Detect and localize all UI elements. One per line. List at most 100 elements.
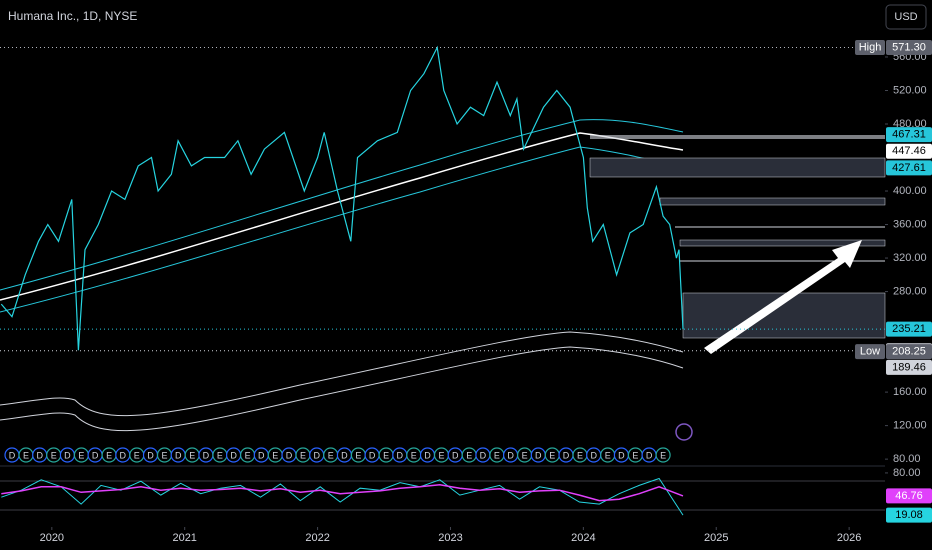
level-zone <box>590 135 885 139</box>
price-badge <box>886 359 932 375</box>
event-label: D <box>230 450 237 460</box>
price-tag-label: Low <box>860 346 880 358</box>
currency: USD <box>894 11 917 23</box>
price-badge <box>886 160 932 176</box>
y-tick-label: 120.00 <box>893 420 927 432</box>
event-label: E <box>189 450 195 460</box>
event-label: D <box>175 450 182 460</box>
event-label: E <box>549 450 555 460</box>
price-tag <box>855 40 885 56</box>
x-tick-label: 2023 <box>438 532 462 544</box>
rsi-badge-label: 19.08 <box>895 509 923 521</box>
level-zone <box>589 157 886 178</box>
x-tick-label: 2024 <box>571 532 595 544</box>
x-tick-label: 2025 <box>704 532 728 544</box>
y-tick-label: 480.00 <box>893 118 927 130</box>
currency-button[interactable] <box>885 4 927 30</box>
price-badge-label: 571.30 <box>892 41 926 53</box>
envelope-lower <box>0 346 684 432</box>
event-label: E <box>411 450 417 460</box>
price-badge-label: 208.25 <box>892 346 926 358</box>
event-label: E <box>660 450 666 460</box>
event-label: E <box>577 450 583 460</box>
y-tick-label: 160.00 <box>893 386 927 398</box>
event-label: E <box>134 450 140 460</box>
event-label: E <box>217 450 223 460</box>
x-tick-label: 2020 <box>40 532 64 544</box>
event-label: D <box>535 450 542 460</box>
chart-title: Humana Inc., 1D, NYSE <box>8 9 137 23</box>
event-label: E <box>522 450 528 460</box>
event-label: E <box>383 450 389 460</box>
price-tag-label: High <box>859 41 882 53</box>
price-badge-label: 427.61 <box>892 162 926 174</box>
event-label: E <box>466 450 472 460</box>
event-label: D <box>341 450 348 460</box>
event-label: D <box>258 450 265 460</box>
rsi-badge <box>886 488 932 504</box>
x-tick-label: 2026 <box>837 532 861 544</box>
y-tick-label: 280.00 <box>893 285 927 297</box>
event-label: E <box>23 450 29 460</box>
last-price-badge <box>886 321 932 337</box>
rsi-line <box>1 477 684 516</box>
event-label: E <box>272 450 278 460</box>
price-badge-label: 447.46 <box>892 145 926 157</box>
event-label: D <box>369 450 376 460</box>
event-label: D <box>92 450 99 460</box>
y-tick-label: 320.00 <box>893 252 927 264</box>
x-tick-label: 2021 <box>172 532 196 544</box>
event-label: D <box>480 450 487 460</box>
event-label: E <box>106 450 112 460</box>
upper-band <box>0 119 684 291</box>
price-badge-label: 467.31 <box>892 129 926 141</box>
level-zone <box>659 197 886 206</box>
lower-band <box>0 146 684 313</box>
y-tick-label: 360.00 <box>893 218 927 230</box>
level-zone <box>679 239 886 247</box>
event-label: E <box>245 450 251 460</box>
event-label: D <box>147 450 154 460</box>
event-label: E <box>355 450 361 460</box>
event-label: D <box>563 450 570 460</box>
event-label: D <box>424 450 431 460</box>
price-tag <box>855 344 885 360</box>
event-label: D <box>36 450 43 460</box>
event-label: D <box>313 450 320 460</box>
event-label: E <box>605 450 611 460</box>
event-label: E <box>161 450 167 460</box>
price-badge <box>886 127 932 143</box>
event-label: D <box>9 450 16 460</box>
x-tick-label: 2022 <box>305 532 329 544</box>
event-label: E <box>494 450 500 460</box>
arrow <box>704 240 862 354</box>
event-label: D <box>590 450 597 460</box>
envelope-upper <box>0 331 684 417</box>
rsi-ma-line <box>1 483 684 502</box>
event-label: E <box>300 450 306 460</box>
event-label: D <box>203 450 210 460</box>
y-tick-label: 80.00 <box>893 453 921 465</box>
event-icon[interactable] <box>675 423 693 441</box>
event-label: E <box>438 450 444 460</box>
event-label: E <box>632 450 638 460</box>
last-price-label: 235.21 <box>892 323 926 335</box>
price-badge <box>886 344 932 360</box>
rsi-badge <box>886 507 932 523</box>
y-tick-label: 520.00 <box>893 84 927 96</box>
price-badge <box>886 40 932 56</box>
event-label: E <box>78 450 84 460</box>
event-label: D <box>64 450 71 460</box>
event-label: D <box>397 450 404 460</box>
event-label: D <box>507 450 514 460</box>
event-badge <box>655 447 671 463</box>
price-badge-label: 189.46 <box>892 361 926 373</box>
event-label: D <box>452 450 459 460</box>
event-label: D <box>646 450 653 460</box>
event-label: D <box>120 450 127 460</box>
event-label: E <box>51 450 57 460</box>
price-badge <box>886 143 932 159</box>
